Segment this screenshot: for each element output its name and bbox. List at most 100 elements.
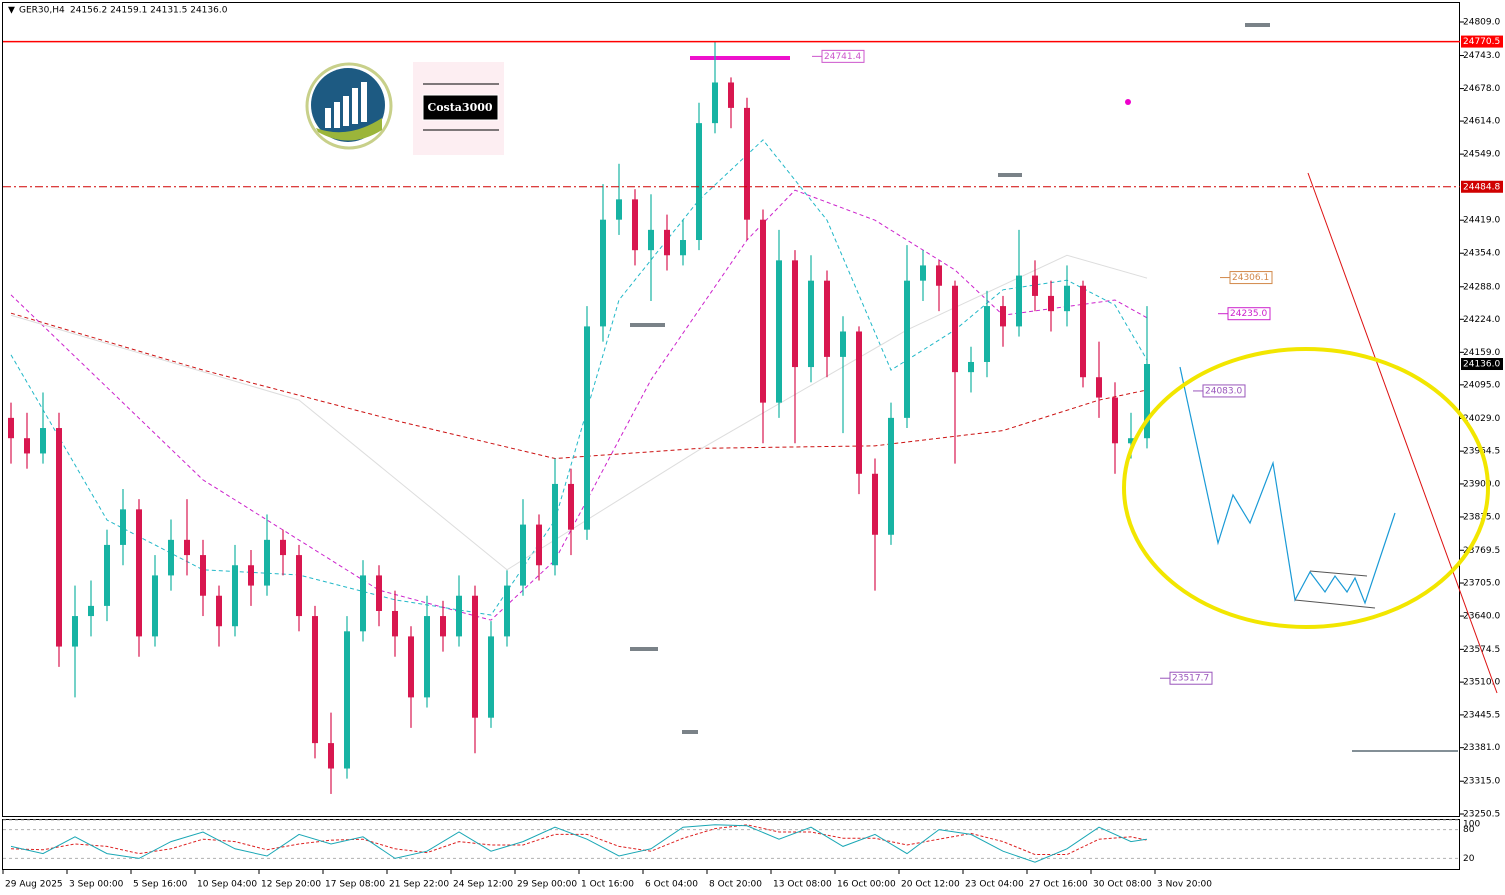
price-label-box (1229, 271, 1273, 285)
candle-body (776, 260, 782, 403)
candle-body (296, 555, 302, 617)
y-tick-label: 24614.0 (1463, 117, 1500, 127)
brand-box (422, 94, 499, 121)
x-tick-label: 29 Aug 2025 (5, 880, 63, 890)
candle-body (520, 524, 526, 586)
price-label: 24741.4 (824, 52, 861, 62)
logo-swoosh (316, 118, 382, 141)
channel-line (1309, 570, 1368, 577)
candle-body (152, 575, 158, 637)
price-label-box (1169, 671, 1213, 685)
price-label-box (821, 49, 865, 63)
price-label-box (1202, 384, 1246, 398)
main-panel-frame (2, 2, 1460, 817)
candle-body (424, 616, 430, 698)
candle-body (648, 229, 654, 251)
candle-body (664, 229, 670, 256)
candle-body (376, 575, 382, 611)
moving-average (10, 254, 1148, 571)
level-label: 24770.5 (1463, 37, 1500, 47)
candle-body (1128, 438, 1134, 444)
x-tick-label: 5 Sep 16:00 (133, 880, 188, 890)
candle-body (24, 438, 30, 454)
candle-body (1000, 306, 1006, 327)
candle-body (88, 605, 94, 617)
candle-body (904, 280, 910, 418)
y-tick-label: 24809.0 (1463, 18, 1500, 28)
candle-body (488, 636, 494, 718)
candle-body (136, 509, 142, 637)
candle-body (360, 575, 366, 632)
y-tick-label: 24159.0 (1463, 348, 1500, 358)
projection-path (1179, 366, 1396, 605)
oscillator-tick-label: 20 (1463, 854, 1475, 864)
candle-body (632, 199, 638, 251)
x-tick-label: 23 Oct 04:00 (965, 880, 1024, 890)
candle-body (232, 565, 238, 627)
candle-body (1080, 285, 1086, 378)
header-quote: 24156.2 24159.1 24131.5 24136.0 (70, 6, 228, 16)
candle-body (216, 595, 222, 627)
oscillator-tick-label: 100 (1463, 820, 1480, 830)
candle-body (472, 595, 478, 718)
level-box (1461, 35, 1503, 48)
candle-body (440, 616, 446, 637)
candle-body (584, 326, 590, 530)
y-tick-label: 24549.0 (1463, 150, 1500, 160)
x-tick-label: 3 Sep 00:00 (69, 880, 124, 890)
logo-bar (325, 108, 331, 128)
candle-body (1144, 364, 1150, 439)
x-tick-label: 1 Oct 16:00 (581, 880, 634, 890)
x-tick-label: 21 Sep 22:00 (389, 880, 449, 890)
x-tick-label: 29 Sep 00:00 (517, 880, 577, 890)
price-label: 24306.1 (1232, 273, 1269, 283)
x-tick-label: 17 Sep 08:00 (325, 880, 385, 890)
candle-body (792, 260, 798, 368)
plot-layer: 24809.0 24743.0 24678.0 24614.0 24549.0 24419… (2, 18, 1500, 890)
highlight-ellipse (1122, 347, 1490, 629)
candle-body (824, 280, 830, 357)
candle-body (1032, 275, 1038, 296)
y-tick-label: 23705.0 (1463, 579, 1500, 589)
y-tick-label: 24288.0 (1463, 282, 1500, 292)
current-price-box (1461, 358, 1503, 371)
candle-body (104, 544, 110, 606)
y-tick-label: 23445.5 (1463, 710, 1500, 720)
candle-body (872, 473, 878, 535)
candle-body (120, 509, 126, 545)
x-tick-label: 24 Sep 12:00 (453, 880, 513, 890)
collapse-arrow[interactable]: ▼ (8, 6, 15, 16)
current-price-label: 24136.0 (1463, 360, 1500, 370)
candle-body (408, 636, 414, 698)
candle-body (696, 123, 702, 241)
candle-body (712, 82, 718, 124)
marker-dot (1125, 99, 1131, 105)
x-tick-label: 27 Oct 16:00 (1029, 880, 1088, 890)
y-tick-label: 23900.0 (1463, 479, 1500, 489)
y-tick-label: 24224.0 (1463, 315, 1500, 325)
candle-body (40, 428, 46, 454)
y-tick-label: 23381.0 (1463, 743, 1500, 753)
logo (305, 62, 393, 150)
x-tick-label: 13 Oct 08:00 (773, 880, 832, 890)
y-tick-label: 24029.0 (1463, 414, 1500, 424)
candle-body (344, 631, 350, 769)
candle-body (856, 331, 862, 474)
oscillator-tick-label: 80 (1463, 825, 1475, 835)
moving-average (10, 312, 1148, 460)
candle-body (936, 265, 942, 286)
candle-body (456, 595, 462, 637)
y-tick-label: 23250.5 (1463, 810, 1500, 820)
y-tick-label: 23640.0 (1463, 612, 1500, 622)
candle-body (536, 524, 542, 566)
brand-text: Costa3000 (427, 101, 492, 114)
x-tick-label: 30 Oct 08:00 (1093, 880, 1152, 890)
x-tick-label: 16 Oct 00:00 (837, 880, 896, 890)
price-label: 24083.0 (1205, 386, 1242, 396)
candle-body (968, 361, 974, 373)
candle-body (616, 199, 622, 220)
candle-body (1112, 397, 1118, 444)
